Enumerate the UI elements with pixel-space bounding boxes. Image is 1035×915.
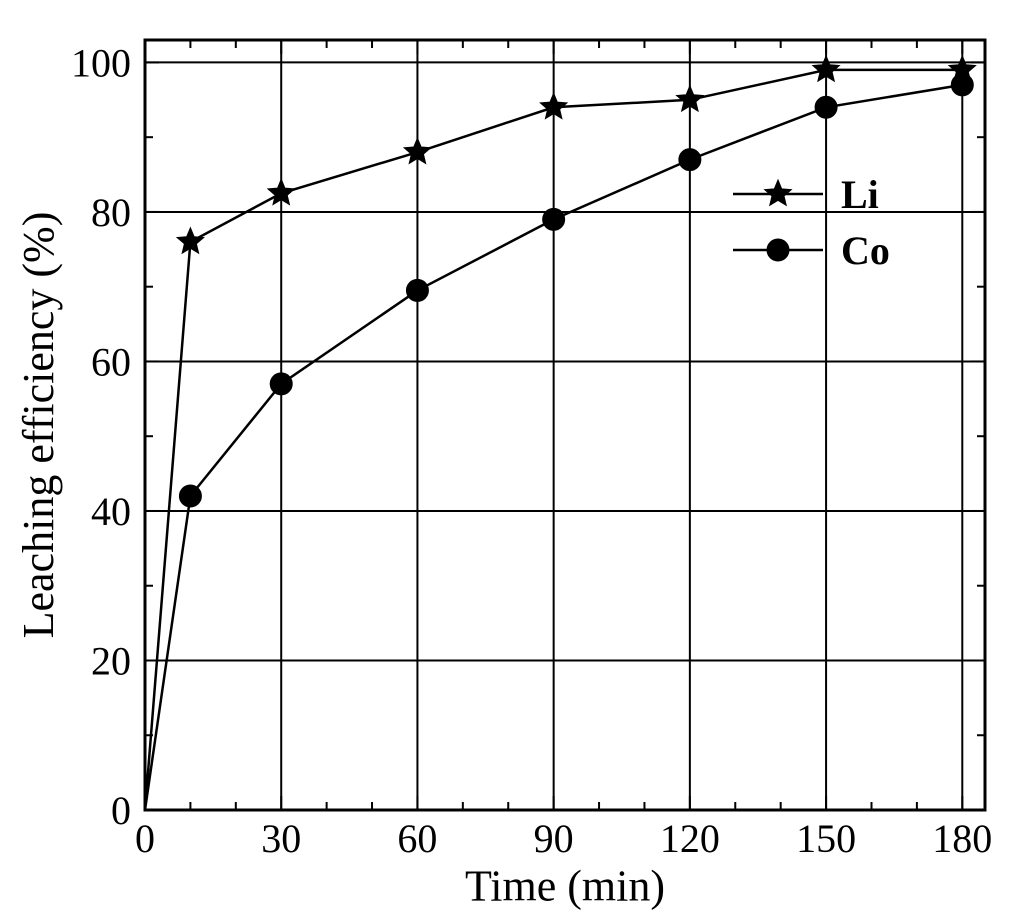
svg-text:30: 30 — [261, 816, 301, 861]
svg-text:80: 80 — [91, 190, 131, 235]
svg-text:180: 180 — [932, 816, 992, 861]
svg-text:60: 60 — [91, 339, 131, 384]
svg-text:150: 150 — [796, 816, 856, 861]
svg-text:100: 100 — [71, 40, 131, 85]
svg-text:40: 40 — [91, 489, 131, 534]
chart-svg: 0 30 60 90 120 150 180 0 20 40 60 80 100 Time (min) Le… — [0, 0, 1035, 915]
svg-text:0: 0 — [135, 816, 155, 861]
leaching-efficiency-chart: 0 30 60 90 120 150 180 0 20 40 60 80 100 Time (min) Le… — [0, 0, 1035, 915]
svg-text:120: 120 — [660, 816, 720, 861]
svg-text:Leaching efficiency (%): Leaching efficiency (%) — [14, 212, 63, 639]
svg-text:0: 0 — [111, 788, 131, 833]
svg-text:Time (min): Time (min) — [465, 861, 665, 910]
svg-text:90: 90 — [534, 816, 574, 861]
svg-text:Li: Li — [841, 172, 879, 217]
svg-text:60: 60 — [397, 816, 437, 861]
svg-text:Co: Co — [841, 228, 890, 273]
svg-text:20: 20 — [91, 638, 131, 683]
